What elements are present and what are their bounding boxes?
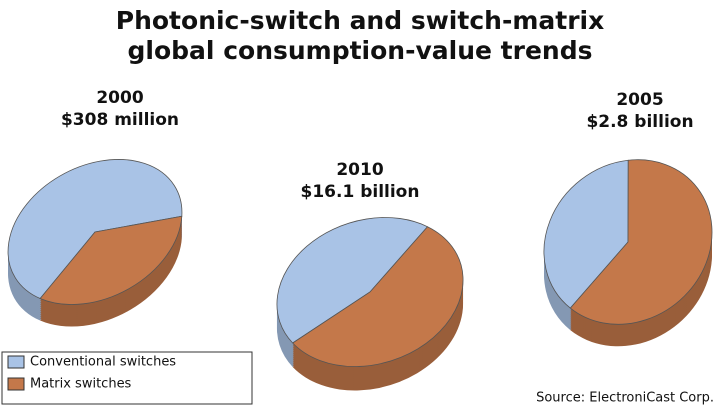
pie-subtitle: $16.1 billion xyxy=(301,182,420,202)
pie-title: 2010 xyxy=(336,160,383,180)
legend-label: Matrix switches xyxy=(30,377,132,392)
pie-slice xyxy=(543,159,629,309)
chart-title: global consumption-value trends xyxy=(128,36,593,65)
pie-slice xyxy=(7,159,183,300)
legend-box xyxy=(1,351,253,405)
pie-slice xyxy=(39,215,183,305)
legend-swatch xyxy=(7,377,25,391)
legend-swatch xyxy=(7,355,25,369)
legend-label: Conventional switches xyxy=(30,355,176,370)
pie-title: 2005 xyxy=(616,90,663,110)
pie-top xyxy=(276,217,464,367)
pie-slice xyxy=(569,159,713,325)
pie-subtitle: $2.8 billion xyxy=(586,112,693,132)
pie-slice xyxy=(276,217,429,344)
source: Source: ElectroniCast Corp. xyxy=(536,391,714,406)
pie-top xyxy=(7,159,183,305)
chart-title: Photonic-switch and switch-matrix xyxy=(116,6,604,35)
pie-slice xyxy=(292,226,464,367)
pie-title: 2000 xyxy=(96,88,143,108)
pie-top xyxy=(543,159,713,325)
pie-subtitle: $308 million xyxy=(61,110,179,130)
